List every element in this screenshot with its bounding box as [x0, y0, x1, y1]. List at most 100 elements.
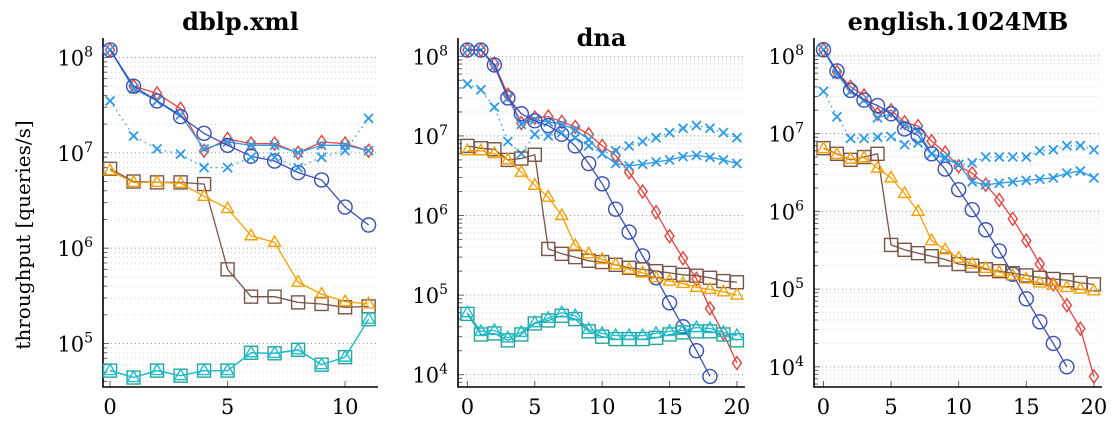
data-point	[267, 234, 282, 248]
data-point	[923, 146, 940, 162]
data-point	[500, 329, 516, 343]
data-point	[594, 176, 610, 192]
data-point	[569, 119, 581, 135]
data-point	[543, 130, 554, 142]
data-point	[556, 114, 568, 130]
data-point	[1020, 232, 1032, 249]
data-point	[688, 343, 705, 359]
data-point	[885, 131, 897, 142]
data-point	[196, 125, 212, 142]
data-point	[580, 155, 597, 172]
data-point	[899, 139, 910, 150]
data-point	[1007, 211, 1019, 227]
data-point	[953, 159, 964, 170]
x-tick-label: 5	[884, 395, 897, 419]
data-point	[967, 157, 978, 169]
series-line	[109, 49, 369, 226]
x-tick-label: 10	[332, 395, 359, 419]
data-point	[1059, 359, 1075, 375]
data-point	[964, 202, 980, 218]
series-line	[109, 100, 370, 169]
data-point	[1075, 140, 1086, 151]
data-point	[950, 181, 967, 198]
data-point	[516, 148, 527, 159]
data-point	[1032, 275, 1048, 288]
panel-title: dblp.xml	[182, 7, 299, 36]
data-point	[267, 345, 282, 358]
data-point	[149, 93, 165, 109]
data-point	[337, 199, 353, 215]
data-point	[729, 333, 745, 348]
data-point	[125, 78, 142, 94]
data-point	[337, 349, 353, 362]
data-point	[1088, 368, 1100, 385]
x-tick-label: 20	[724, 395, 751, 419]
data-point	[702, 281, 718, 295]
data-point	[243, 344, 259, 358]
data-point	[583, 140, 594, 152]
data-point	[540, 117, 556, 134]
data-point	[829, 146, 845, 160]
data-point	[337, 300, 353, 315]
data-point	[290, 295, 306, 310]
series-blue-circle	[102, 42, 377, 233]
data-point	[1047, 276, 1059, 293]
data-point	[607, 201, 624, 217]
data-point	[702, 368, 718, 385]
data-point	[1061, 297, 1073, 313]
data-point	[994, 178, 1005, 189]
data-point	[621, 224, 637, 240]
data-point	[610, 158, 621, 169]
data-point	[151, 143, 163, 155]
x-tick-label: 5	[221, 395, 234, 419]
data-point	[675, 322, 691, 336]
data-point	[870, 160, 885, 173]
data-point	[198, 162, 210, 173]
data-point	[940, 151, 951, 163]
data-point	[172, 108, 189, 125]
data-point	[1018, 291, 1034, 307]
data-point	[648, 269, 664, 283]
data-point	[102, 362, 118, 376]
data-point	[648, 325, 664, 339]
series-line	[109, 49, 369, 154]
data-point	[1088, 144, 1100, 155]
data-point	[594, 251, 610, 265]
data-point	[993, 192, 1005, 208]
data-point	[514, 164, 529, 177]
series-cyan-triangle	[102, 311, 376, 383]
x-tick-label: 0	[817, 395, 830, 419]
data-point	[198, 143, 210, 155]
data-point	[664, 154, 675, 166]
data-point	[487, 145, 502, 159]
data-point	[845, 86, 856, 97]
series-cyan-triangle	[460, 304, 745, 343]
data-point	[718, 127, 729, 138]
data-point	[581, 321, 596, 335]
data-point	[554, 207, 569, 221]
data-point	[220, 262, 235, 277]
data-point	[267, 289, 282, 304]
data-point	[924, 232, 939, 246]
data-point	[554, 304, 569, 318]
data-point	[675, 275, 691, 289]
data-point	[689, 319, 704, 333]
data-point	[978, 222, 994, 238]
data-point	[527, 113, 543, 129]
panel-3: english.1024MB 104 105 106 107 108 0 5 10 15 20	[768, 7, 1107, 419]
series-line	[823, 148, 1094, 292]
data-point	[1045, 335, 1062, 352]
data-point	[610, 145, 621, 156]
data-point	[623, 160, 635, 172]
y-axis-label: throughput [queries/s]	[11, 120, 35, 349]
data-point	[899, 119, 910, 130]
data-point	[594, 325, 610, 339]
data-point	[173, 367, 188, 381]
data-point	[219, 137, 236, 153]
panel-title: english.1024MB	[848, 7, 1069, 36]
data-point	[102, 162, 118, 176]
x-tick-label: 15	[656, 395, 683, 419]
x-tick-label: 10	[589, 395, 616, 419]
y-tick-label: 106	[57, 235, 93, 261]
